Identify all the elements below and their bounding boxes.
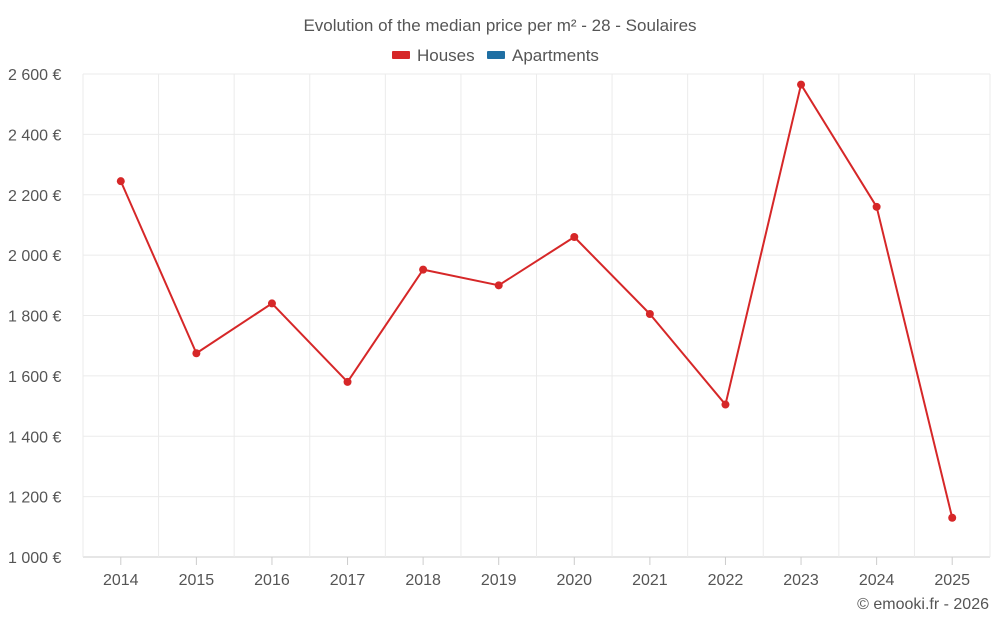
y-tick-label: 2 200 € <box>8 188 61 205</box>
x-tick-label: 2025 <box>934 572 970 589</box>
data-point-houses <box>267 299 276 308</box>
y-tick-label: 1 200 € <box>8 490 61 507</box>
x-tick-label: 2021 <box>632 572 668 589</box>
data-point-houses <box>419 265 428 274</box>
data-point-houses <box>721 400 730 409</box>
x-tick-label: 2015 <box>179 572 215 589</box>
y-tick-label: 1 000 € <box>8 550 61 567</box>
data-point-houses <box>948 513 957 522</box>
chart-title: Evolution of the median price per m² - 2… <box>303 16 696 35</box>
y-tick-label: 2 000 € <box>8 248 61 265</box>
y-tick-label: 1 400 € <box>8 429 61 446</box>
series-line-houses <box>119 83 954 518</box>
x-tick-label: 2023 <box>783 572 819 589</box>
x-tick-label: 2017 <box>330 572 366 589</box>
x-tick-label: 2018 <box>405 572 441 589</box>
legend-label-apartments: Apartments <box>512 46 599 65</box>
credit-text: © emooki.fr - 2026 <box>857 596 989 613</box>
legend-swatch-houses <box>392 51 410 59</box>
legend-label-houses: Houses <box>417 46 475 65</box>
y-tick-label: 1 600 € <box>8 369 61 386</box>
data-point-houses <box>645 309 654 318</box>
data-point-houses <box>116 177 125 186</box>
x-tick-label: 2016 <box>254 572 290 589</box>
x-tick-label: 2019 <box>481 572 517 589</box>
x-tick-label: 2020 <box>556 572 592 589</box>
data-point-houses <box>797 80 806 89</box>
data-point-houses <box>872 202 881 211</box>
y-tick-label: 1 800 € <box>8 309 61 326</box>
grid <box>82 73 991 558</box>
y-axis: 1 000 € 1 200 € 1 400 € 1 600 € 1 800 € 2 000… <box>8 67 61 567</box>
legend: Houses Apartments <box>392 46 599 65</box>
x-axis: 2014 2015 2016 2017 2018 2019 2020 2021 2022 2023… <box>103 557 970 589</box>
x-tick-label: 2024 <box>859 572 895 589</box>
x-tick-label: 2022 <box>708 572 744 589</box>
data-point-houses <box>192 349 201 358</box>
data-point-houses <box>570 233 579 242</box>
series-layer <box>116 80 957 522</box>
y-tick-label: 2 600 € <box>8 67 61 84</box>
data-point-houses <box>343 377 352 386</box>
data-point-houses <box>494 281 503 290</box>
legend-swatch-apartments <box>487 51 505 59</box>
x-tick-label: 2014 <box>103 572 139 589</box>
y-tick-label: 2 400 € <box>8 127 61 144</box>
